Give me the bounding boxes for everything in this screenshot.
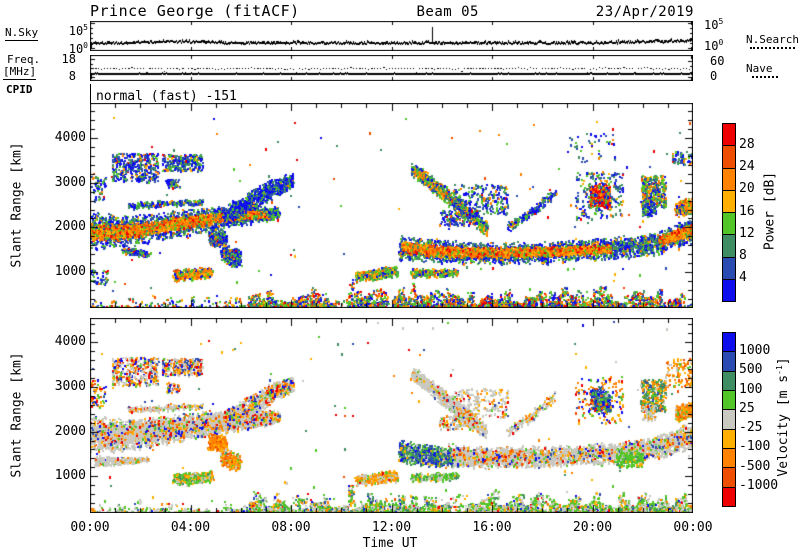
- power-y-tick-label: 4000: [54, 129, 86, 145]
- cpid-divider-line: [90, 84, 91, 103]
- velocity-y-tick-label: 3000: [54, 378, 86, 394]
- velocity-y-tick-label: 4000: [54, 334, 86, 350]
- page-title: Prince George (fitACF): [90, 2, 300, 20]
- velocity-colorbar-segment: [723, 429, 735, 449]
- velocity-colorbar-tick-label: 1000: [739, 343, 771, 359]
- velocity-colorbar-segment: [723, 352, 735, 372]
- power-colorbar-segment: [723, 235, 735, 258]
- power-colorbar-segment: [723, 124, 735, 147]
- frequency-panel-canvas: [90, 55, 693, 81]
- power-colorbar-segment: [723, 257, 735, 280]
- nave-axis-bottom-label: 0: [710, 69, 718, 83]
- velocity-colorbar-tick-label: 25: [739, 400, 755, 416]
- power-colorbar-tick-label: 4: [739, 269, 747, 285]
- power-y-tick-label: 2000: [54, 219, 86, 235]
- velocity-colorbar-segment: [723, 410, 735, 430]
- velocity-colorbar-tick-label: 500: [739, 362, 763, 378]
- nave-legend-line: [752, 76, 778, 78]
- velocity-colorbar-tick-label: 100: [739, 381, 763, 397]
- nsky-axis-bottom-label: 100: [68, 41, 88, 56]
- nsearch-axis-bottom-label: 100: [704, 38, 724, 53]
- velocity-colorbar-segment: [723, 448, 735, 469]
- power-rti-canvas: [90, 103, 693, 308]
- velocity-colorbar-tick-label: -500: [739, 458, 771, 474]
- velocity-colorbar-segment: [723, 468, 735, 488]
- freq-label-line2: [MHz]: [3, 65, 37, 80]
- velocity-y-tick-label: 2000: [54, 423, 86, 439]
- power-y-tick-label: 3000: [54, 174, 86, 190]
- power-colorbar-tick-label: 8: [739, 247, 747, 263]
- power-colorbar-tick-label: 16: [739, 203, 755, 219]
- power-colorbar-segment: [723, 146, 735, 169]
- x-tick-label: 00:00: [673, 520, 713, 535]
- noise-sky-panel-canvas: [90, 21, 693, 51]
- power-colorbar-tick-label: 12: [739, 225, 755, 241]
- velocity-y-tick-label: 1000: [54, 468, 86, 484]
- power-colorbar: [722, 123, 736, 302]
- velocity-colorbar-segment: [723, 333, 735, 353]
- power-y-axis-title: Slant Range [km]: [9, 142, 25, 268]
- nsky-axis-top-label: 105: [68, 23, 88, 38]
- velocity-colorbar-segment: [723, 390, 735, 411]
- x-tick-label: 08:00: [271, 520, 311, 535]
- freq-axis-top-label: 18: [61, 52, 76, 66]
- power-colorbar-tick-label: 28: [739, 137, 755, 153]
- x-tick-label: 04:00: [170, 520, 211, 535]
- cpid-label: CPID: [6, 83, 33, 96]
- power-colorbar-segment: [723, 279, 735, 301]
- velocity-colorbar: [722, 332, 736, 507]
- power-colorbar-segment: [723, 190, 735, 213]
- velocity-colorbar-tick-label: -100: [739, 439, 771, 455]
- x-tick-label: 20:00: [572, 520, 613, 535]
- freq-axis-bottom-label: 8: [68, 69, 76, 83]
- nsearch-label: N.Search: [746, 33, 799, 46]
- beam-label: Beam 05: [416, 4, 479, 20]
- x-axis-title: Time UT: [362, 536, 418, 551]
- x-tick-label: 16:00: [472, 520, 512, 535]
- power-colorbar-segment: [723, 168, 735, 191]
- x-tick-label: 00:00: [70, 520, 110, 535]
- power-y-tick-label: 1000: [54, 264, 86, 280]
- power-colorbar-tick-label: 24: [739, 159, 755, 175]
- nave-axis-top-label: 60: [710, 54, 725, 68]
- power-colorbar-tick-label: 20: [739, 181, 755, 197]
- freq-label-line1: Freq.: [7, 53, 41, 66]
- velocity-colorbar-tick-label: -1000: [739, 477, 779, 493]
- velocity-colorbar-segment: [723, 487, 735, 506]
- velocity-colorbar-segment: [723, 371, 735, 391]
- x-tick-label: 12:00: [371, 520, 412, 535]
- velocity-y-axis-title: Slant Range [km]: [9, 352, 25, 478]
- header: Prince George (fitACF) Beam 05 23/Apr/20…: [90, 2, 694, 20]
- date-label: 23/Apr/2019: [595, 4, 694, 20]
- nsearch-axis-top-label: 105: [704, 17, 724, 32]
- velocity-rti-canvas: [90, 318, 693, 513]
- velocity-colorbar-tick-label: -25: [739, 420, 763, 436]
- cpid-value: normal (fast) -151: [96, 89, 237, 104]
- nsky-label: N.Sky: [5, 26, 39, 41]
- nsearch-legend-line: [750, 47, 795, 49]
- power-colorbar-segment: [723, 213, 735, 236]
- nave-label: Nave: [746, 62, 773, 75]
